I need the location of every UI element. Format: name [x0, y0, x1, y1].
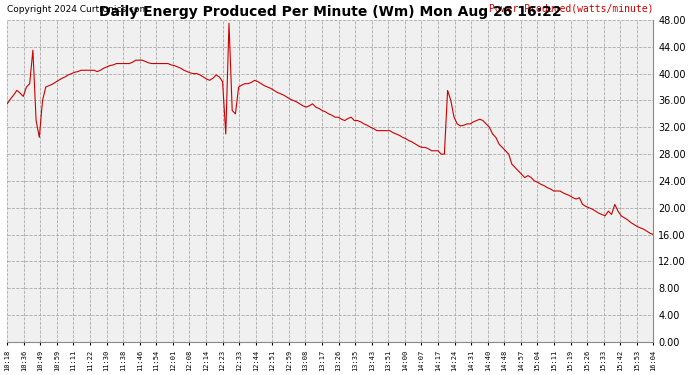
Text: Copyright 2024 Curtronics.com: Copyright 2024 Curtronics.com: [7, 4, 148, 13]
Text: Power Produced(watts/minute): Power Produced(watts/minute): [489, 3, 653, 13]
Title: Daily Energy Produced Per Minute (Wm) Mon Aug 26 16:22: Daily Energy Produced Per Minute (Wm) Mo…: [99, 5, 562, 19]
